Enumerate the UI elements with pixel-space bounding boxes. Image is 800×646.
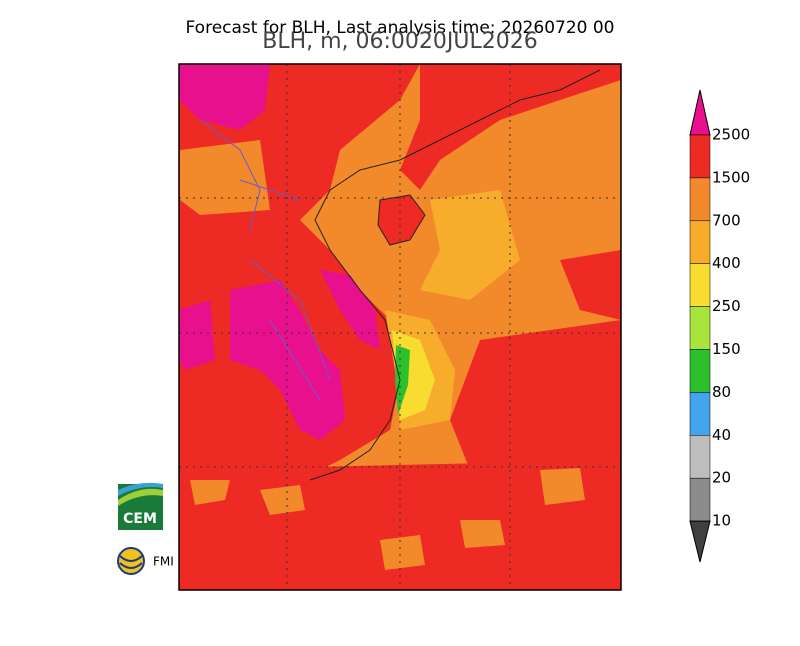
colorbar-label: 80 — [712, 383, 731, 401]
colorbar-segment — [689, 177, 711, 222]
colorbar-label: 2500 — [712, 126, 750, 144]
colorbar-label: 10 — [712, 512, 731, 530]
colorbar-label: 250 — [712, 297, 741, 315]
cem-logo: CEM — [118, 482, 163, 530]
cem-text: CEM — [123, 511, 157, 527]
colorbar-segment — [689, 392, 711, 436]
colorbar-segment — [689, 349, 711, 393]
colorbar: 2500 1500 700 400 250 150 80 40 20 10 — [689, 89, 750, 563]
colorbar-segment — [689, 220, 711, 264]
subtitle: BLH, m, 06:0020JUL2026 — [262, 29, 538, 54]
colorbar-label: 20 — [712, 469, 731, 487]
colorbar-segment — [689, 134, 711, 179]
colorbar-segment — [689, 477, 711, 522]
colorbar-label: 40 — [712, 426, 731, 444]
colorbar-label: 700 — [712, 211, 741, 229]
colorbar-over — [689, 89, 711, 136]
colorbar-label: 400 — [712, 254, 741, 272]
colorbar-label: 1500 — [712, 168, 750, 186]
colorbar-under — [689, 520, 711, 563]
fmi-logo: FMI — [117, 547, 174, 575]
colorbar-label: 150 — [712, 340, 741, 358]
colorbar-segment — [689, 263, 711, 307]
title: Forecast for BLH, Last analysis time: 20… — [186, 18, 615, 38]
fmi-text: FMI — [153, 555, 174, 569]
colorbar-segment — [689, 306, 711, 350]
map — [178, 63, 622, 591]
colorbar-segment — [689, 435, 711, 479]
